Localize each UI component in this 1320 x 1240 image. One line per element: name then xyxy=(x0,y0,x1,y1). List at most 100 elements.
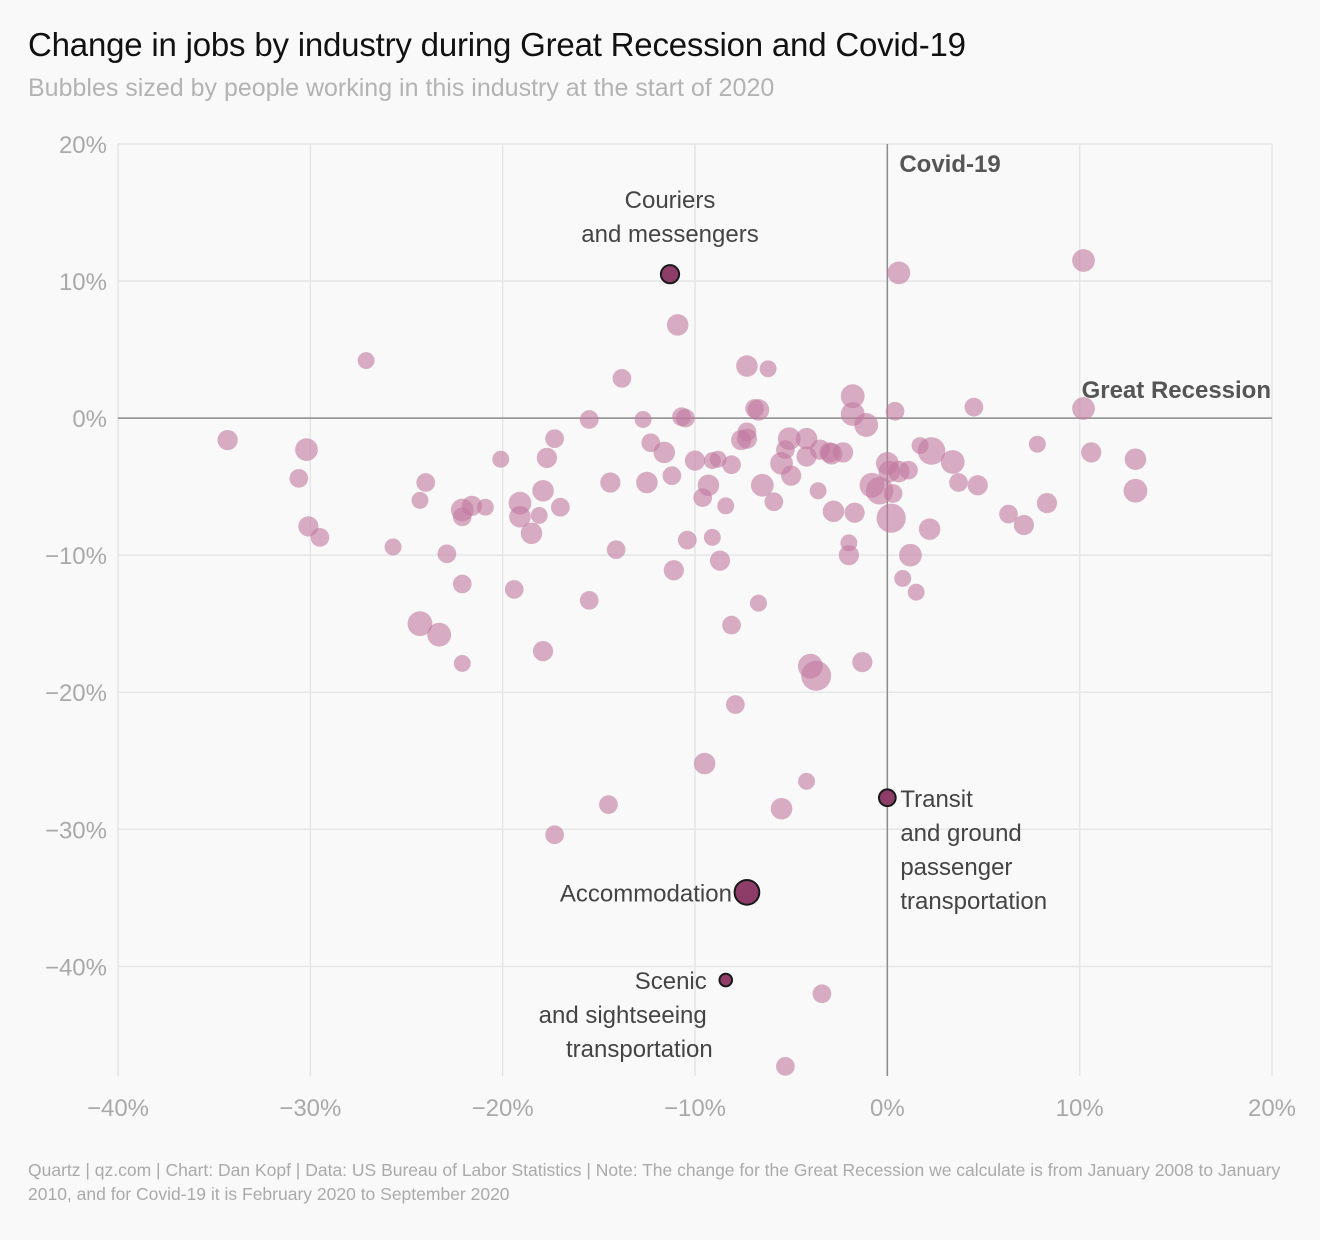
bubble xyxy=(217,429,238,451)
bubble xyxy=(289,469,309,488)
bubble xyxy=(737,422,757,442)
highlight-label-line: Scenic xyxy=(635,968,707,995)
bubble xyxy=(1072,397,1095,420)
highlight-bubble xyxy=(659,264,681,285)
bubble xyxy=(1028,435,1046,453)
y-axis-ticks: 20% 10% 0% −10% −20% −30% −40% xyxy=(45,132,107,981)
x-tick-label: 20% xyxy=(1248,1095,1296,1122)
bubbles xyxy=(217,249,1148,1076)
bubble xyxy=(416,473,436,492)
bubble xyxy=(612,369,632,388)
bubble xyxy=(722,455,741,475)
highlight-label: Accommodation xyxy=(560,880,732,907)
bubble xyxy=(736,355,758,377)
highlight-label-line: Transit xyxy=(900,786,973,813)
bubble xyxy=(606,540,626,560)
bubble xyxy=(641,433,661,453)
highlight-label-line: and ground xyxy=(900,820,1021,847)
highlight-label: Transit and ground passenger transportation xyxy=(900,786,1047,915)
bubble xyxy=(452,574,472,594)
bubble xyxy=(295,438,318,461)
bubble xyxy=(693,488,713,507)
bubble xyxy=(759,360,777,378)
bubble xyxy=(883,484,903,503)
bubble xyxy=(634,411,652,428)
highlight-label: Scenic and sightseeing transportation xyxy=(539,968,713,1063)
bubble xyxy=(437,544,457,564)
bubble xyxy=(918,518,941,540)
bubble xyxy=(776,440,795,459)
bubble xyxy=(509,506,531,528)
bubble xyxy=(407,611,433,637)
bubble xyxy=(532,641,554,662)
bubble xyxy=(504,580,524,599)
highlight-label-line: passenger xyxy=(900,854,1012,881)
bubble xyxy=(838,545,859,566)
x-tick-label: −20% xyxy=(472,1095,534,1122)
bubble xyxy=(1013,514,1034,536)
bubble xyxy=(876,503,906,533)
bubble xyxy=(663,560,684,581)
bubble xyxy=(797,653,823,679)
bubble xyxy=(599,795,618,814)
chart-subtitle: Bubbles sized by people working in this … xyxy=(28,74,775,102)
bubble xyxy=(530,506,548,524)
bubble xyxy=(1072,249,1095,272)
bubble xyxy=(579,591,599,610)
bubble xyxy=(452,507,472,527)
bubble xyxy=(798,772,816,790)
bubble xyxy=(453,654,471,672)
x-tick-label: −30% xyxy=(279,1095,341,1122)
bubble xyxy=(770,797,793,820)
bubble xyxy=(894,570,912,587)
y-axis-label: Covid-19 xyxy=(899,151,1000,178)
bubble xyxy=(709,550,731,571)
bubble xyxy=(703,528,721,546)
bubble xyxy=(832,442,854,463)
bubble xyxy=(709,450,727,468)
chart-title: Change in jobs by industry during Great … xyxy=(28,26,966,63)
bubble xyxy=(676,408,695,428)
bubble xyxy=(781,465,802,486)
bubble xyxy=(887,261,911,285)
bubble xyxy=(662,466,682,486)
y-tick-label: −10% xyxy=(45,543,107,570)
bubble xyxy=(411,491,429,509)
bubble xyxy=(840,534,858,552)
bubble xyxy=(1081,442,1102,463)
bubble xyxy=(812,984,832,1004)
bubble xyxy=(899,543,922,567)
bubble xyxy=(885,401,905,421)
bubble xyxy=(907,583,925,601)
bubble xyxy=(764,492,784,512)
bubble xyxy=(1036,492,1058,514)
bubble xyxy=(967,475,988,496)
bubble xyxy=(717,497,735,515)
highlight-label-line: Accommodation xyxy=(560,880,732,907)
bubble xyxy=(545,429,564,449)
bubble xyxy=(545,825,564,845)
bubble xyxy=(357,352,375,370)
x-tick-label: −10% xyxy=(664,1095,726,1122)
y-tick-label: −30% xyxy=(45,817,107,844)
bubble xyxy=(854,413,879,437)
highlight-label-line: and messengers xyxy=(581,221,758,248)
bubble xyxy=(579,410,599,429)
bubble xyxy=(520,522,543,545)
bubble xyxy=(859,472,885,498)
bubble xyxy=(726,695,745,714)
x-axis-ticks: −40% −30% −20% −10% 0% 10% 20% xyxy=(87,1095,1296,1122)
bubble xyxy=(750,473,774,497)
bubble xyxy=(476,498,494,516)
highlight-label: Couriers and messengers xyxy=(581,187,758,248)
bubble xyxy=(722,615,741,635)
bubble xyxy=(532,479,554,502)
x-tick-label: 10% xyxy=(1056,1095,1104,1122)
bubble xyxy=(384,538,402,556)
bubble xyxy=(536,447,558,468)
bubble xyxy=(852,651,873,673)
x-axis-label: Great Recession xyxy=(1082,377,1271,404)
bubble xyxy=(844,502,865,523)
bubble xyxy=(427,622,452,647)
bubble xyxy=(666,314,689,336)
